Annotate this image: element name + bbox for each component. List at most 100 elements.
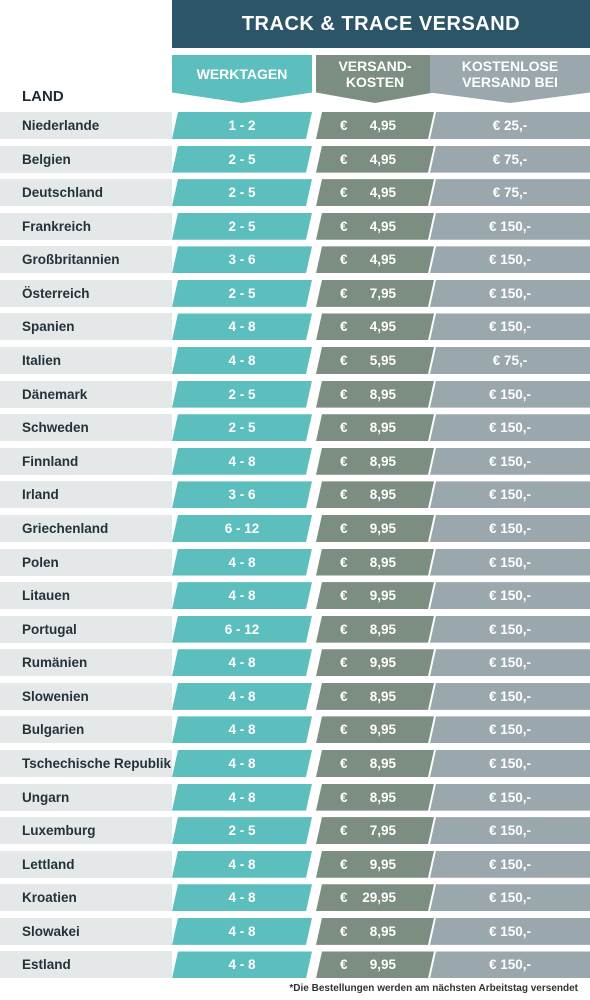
kostenlos-cell: € 75,-: [430, 347, 590, 375]
country-cell: Luxemburg: [0, 817, 172, 845]
country-cell: Estland: [0, 951, 172, 979]
kostenlos-cell: € 150,-: [430, 414, 590, 442]
werktage-cell: 1 - 2: [172, 112, 312, 139]
versandkosten-cell: €8,95: [316, 481, 434, 508]
table-row: Schweden 2 - 5 €8,95 € 150,-: [0, 414, 590, 442]
versandkosten-cell: €4,95: [316, 179, 434, 206]
werktage-cell: 6 - 12: [172, 515, 312, 542]
werktage-cell: 4 - 8: [172, 582, 312, 609]
currency-symbol: €: [340, 722, 348, 738]
country-cell: Litauen: [0, 582, 172, 610]
versandkosten-amount: 29,95: [362, 890, 396, 906]
column-header-versandkosten-line2: KOSTEN: [345, 74, 405, 90]
page-title: TRACK & TRACE VERSAND: [172, 0, 590, 48]
currency-symbol: €: [340, 789, 348, 805]
country-cell: Österreich: [0, 279, 172, 307]
table-row: Ungarn 4 - 8 €8,95 € 150,-: [0, 783, 590, 811]
column-header-versandkosten-label: VERSAND- KOSTEN: [338, 58, 411, 90]
werktage-cell: 4 - 8: [172, 918, 312, 945]
country-cell: Spanien: [0, 313, 172, 341]
table-row: Griechenland 6 - 12 €9,95 € 150,-: [0, 514, 590, 542]
table-row: Spanien 4 - 8 €4,95 € 150,-: [0, 313, 590, 341]
currency-symbol: €: [340, 890, 348, 906]
table-row: Luxemburg 2 - 5 €7,95 € 150,-: [0, 817, 590, 845]
versandkosten-cell: €8,95: [316, 414, 434, 441]
versandkosten-cell: €29,95: [316, 884, 434, 911]
country-cell: Ungarn: [0, 783, 172, 811]
werktage-cell: 4 - 8: [172, 649, 312, 676]
versandkosten-amount: 4,95: [369, 252, 396, 268]
versandkosten-amount: 8,95: [369, 554, 396, 570]
kostenlos-cell: € 150,-: [430, 615, 590, 643]
country-cell: Großbritannien: [0, 246, 172, 274]
table-row: Slowakei 4 - 8 €8,95 € 150,-: [0, 917, 590, 945]
versandkosten-cell: €9,95: [316, 582, 434, 609]
table-row: Tschechische Republik 4 - 8 €8,95 € 150,-: [0, 749, 590, 777]
country-cell: Portugal: [0, 615, 172, 643]
versandkosten-cell: €8,95: [316, 918, 434, 945]
werktage-cell: 4 - 8: [172, 313, 312, 340]
currency-symbol: €: [340, 621, 348, 637]
werktage-cell: 2 - 5: [172, 414, 312, 441]
currency-symbol: €: [340, 588, 348, 604]
werktage-cell: 2 - 5: [172, 213, 312, 240]
kostenlos-cell: € 150,-: [430, 279, 590, 307]
country-cell: Schweden: [0, 414, 172, 442]
versandkosten-cell: €8,95: [316, 683, 434, 710]
currency-symbol: €: [340, 285, 348, 301]
table-row: Finnland 4 - 8 €8,95 € 150,-: [0, 447, 590, 475]
versandkosten-amount: 8,95: [369, 688, 396, 704]
country-cell: Slowakei: [0, 917, 172, 945]
werktage-cell: 4 - 8: [172, 683, 312, 710]
werktage-cell: 2 - 5: [172, 146, 312, 173]
versandkosten-cell: €9,95: [316, 716, 434, 743]
kostenlos-cell: € 150,-: [430, 212, 590, 240]
kostenlos-cell: € 150,-: [430, 246, 590, 274]
versandkosten-cell: €4,95: [316, 112, 434, 139]
kostenlos-cell: € 150,-: [430, 313, 590, 341]
column-header-kostenlos-line1: KOSTENLOSE: [461, 58, 559, 74]
versandkosten-amount: 4,95: [369, 319, 396, 335]
kostenlos-cell: € 150,-: [430, 783, 590, 811]
versandkosten-cell: €4,95: [316, 213, 434, 240]
kostenlos-cell: € 150,-: [430, 649, 590, 677]
country-cell: Italien: [0, 347, 172, 375]
kostenlos-cell: € 150,-: [430, 481, 590, 509]
currency-symbol: €: [340, 118, 348, 133]
versandkosten-amount: 8,95: [369, 923, 396, 939]
table-row: Österreich 2 - 5 €7,95 € 150,-: [0, 279, 590, 307]
country-cell: Belgien: [0, 145, 172, 173]
kostenlos-cell: € 150,-: [430, 514, 590, 542]
werktage-cell: 4 - 8: [172, 951, 312, 978]
currency-symbol: €: [340, 520, 348, 536]
versandkosten-amount: 7,95: [369, 823, 396, 839]
versandkosten-cell: €9,95: [316, 649, 434, 676]
versandkosten-amount: 9,95: [369, 655, 396, 671]
versandkosten-amount: 4,95: [369, 185, 396, 201]
table-row: Polen 4 - 8 €8,95 € 150,-: [0, 548, 590, 576]
table-row: Niederlande 1 - 2 €4,95 € 25,-: [0, 112, 590, 139]
currency-symbol: €: [340, 688, 348, 704]
versandkosten-cell: €9,95: [316, 515, 434, 542]
versandkosten-cell: €5,95: [316, 347, 434, 374]
shipping-table: Niederlande 1 - 2 €4,95 € 25,- Belgien 2 - 5 €…: [0, 112, 590, 985]
kostenlos-cell: € 25,-: [430, 112, 590, 139]
country-cell: Irland: [0, 481, 172, 509]
currency-symbol: €: [340, 185, 348, 201]
versandkosten-cell: €4,95: [316, 246, 434, 273]
currency-symbol: €: [340, 319, 348, 335]
country-cell: Finnland: [0, 447, 172, 475]
werktage-cell: 2 - 5: [172, 179, 312, 206]
versandkosten-amount: 9,95: [369, 722, 396, 738]
column-header-werktagen-label: WERKTAGEN: [196, 66, 288, 82]
country-cell: Polen: [0, 548, 172, 576]
currency-symbol: €: [340, 554, 348, 570]
country-cell: Slowenien: [0, 682, 172, 710]
kostenlos-cell: € 150,-: [430, 582, 590, 610]
kostenlos-cell: € 150,-: [430, 380, 590, 408]
werktage-cell: 4 - 8: [172, 851, 312, 878]
currency-symbol: €: [340, 823, 348, 839]
table-row: Bulgarien 4 - 8 €9,95 € 150,-: [0, 716, 590, 744]
versandkosten-amount: 9,95: [369, 957, 396, 973]
versandkosten-cell: €8,95: [316, 616, 434, 643]
